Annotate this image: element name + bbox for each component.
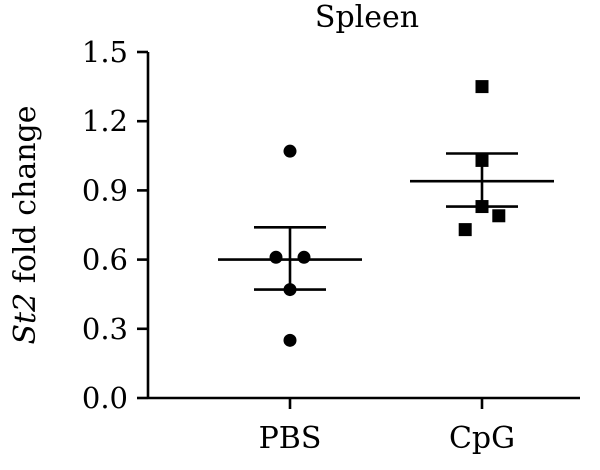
y-tick-label: 1.2 [82,104,128,138]
x-tick-label: CpG [449,421,515,456]
data-point-square [492,209,506,223]
x-tick-label: PBS [259,421,322,456]
data-point-circle [297,250,311,264]
y-tick-label: 1.5 [82,35,128,69]
y-tick-label: 0.9 [82,173,128,207]
data-point-circle [283,333,297,347]
data-marks [218,80,554,347]
data-point-square [475,80,489,94]
y-tick-label: 0.0 [82,381,128,415]
chart-title: Spleen [315,0,419,35]
data-point-circle [269,250,283,264]
axes [146,52,580,400]
y-axis-label-rest: fold change [8,105,43,292]
y-tick-label: 0.3 [82,312,128,346]
data-point-square [458,223,472,237]
x-ticks: PBS CpG [259,398,515,456]
data-point-square [475,153,489,167]
data-point-circle [283,144,297,158]
y-ticks: 0.0 0.3 0.6 0.9 1.2 1.5 [82,35,148,415]
data-point-square [475,200,489,214]
y-tick-label: 0.6 [82,243,128,277]
y-axis-label-italic: St2 [8,293,43,345]
data-point-circle [283,283,297,297]
y-axis-label: St2 fold change [8,105,43,344]
